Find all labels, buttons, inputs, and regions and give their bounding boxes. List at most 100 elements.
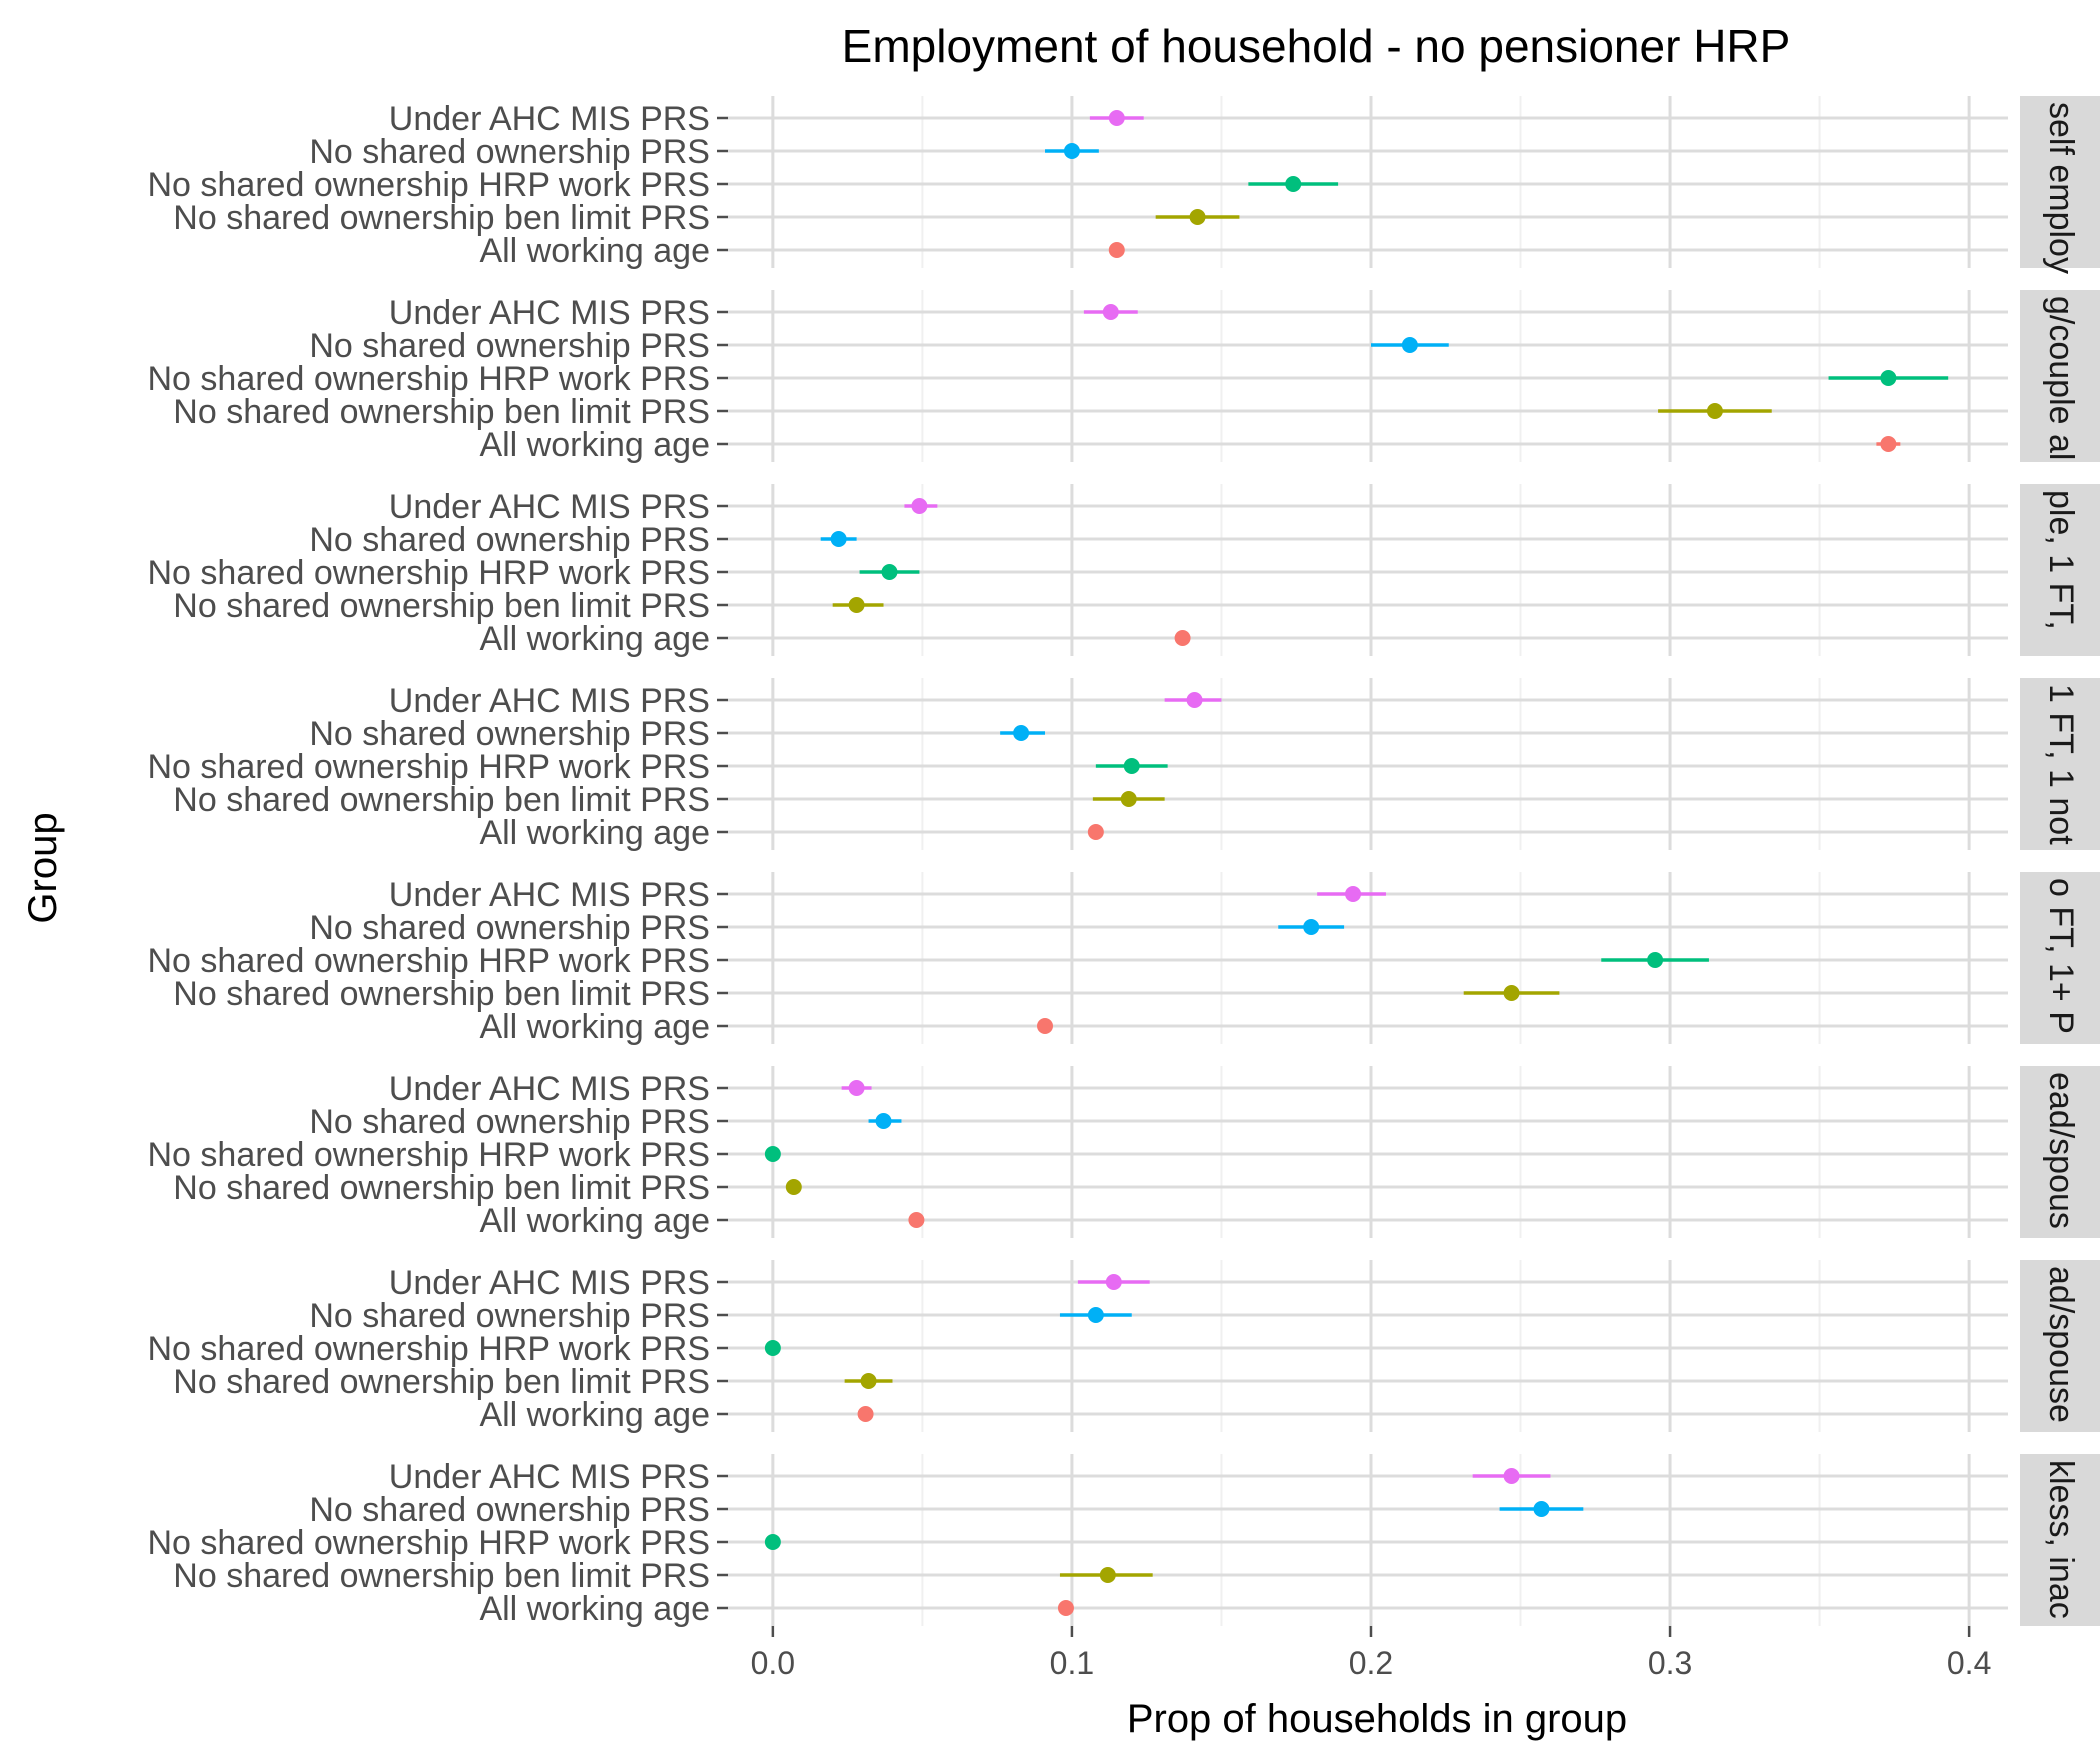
facet-strip <box>2020 872 2100 1044</box>
facet-strip-label: 1 FT, 1 not <box>2042 684 2080 845</box>
y-tick-label: No shared ownership ben limit PRS <box>173 1557 710 1595</box>
data-point <box>860 1373 877 1389</box>
facet-strip-label: self employ <box>2042 102 2080 274</box>
y-tick-label: All working age <box>479 232 710 270</box>
y-tick-label: No shared ownership HRP work PRS <box>148 1136 711 1174</box>
panel-background <box>728 96 2008 268</box>
data-point <box>1401 337 1418 353</box>
data-point <box>1303 919 1320 935</box>
panel-background <box>728 484 2008 656</box>
y-tick-label: No shared ownership HRP work PRS <box>148 554 711 592</box>
data-point <box>830 531 847 547</box>
y-tick-label: No shared ownership PRS <box>309 1103 710 1141</box>
x-axis-title: Prop of households in group <box>1127 1697 1627 1741</box>
panel-background <box>728 1260 2008 1432</box>
data-point <box>1087 824 1104 840</box>
y-tick-label: No shared ownership ben limit PRS <box>173 1363 710 1401</box>
data-point <box>875 1113 892 1129</box>
facet-strip-label: g/couple al <box>2042 296 2080 460</box>
x-tick-label: 0.3 <box>1648 1645 1692 1681</box>
facet-strip <box>2020 678 2100 850</box>
data-point <box>764 1534 781 1550</box>
facet-strip <box>2020 1260 2100 1432</box>
facet-strip-label: ad/spouse <box>2042 1266 2080 1423</box>
data-point <box>1123 758 1140 774</box>
data-point <box>848 1080 865 1096</box>
x-tick-label: 0.2 <box>1349 1645 1393 1681</box>
panel-background <box>728 678 2008 850</box>
data-point <box>764 1146 781 1162</box>
y-tick-label: All working age <box>479 1396 710 1434</box>
data-point <box>1706 403 1723 419</box>
data-point <box>1503 985 1520 1001</box>
x-axis: 0.0 0.1 0.2 0.3 0.4 <box>751 1626 1991 1681</box>
data-point <box>1063 143 1080 159</box>
data-point <box>908 1212 925 1228</box>
y-tick-label: No shared ownership HRP work PRS <box>148 1524 711 1562</box>
x-tick-label: 0.4 <box>1947 1645 1991 1681</box>
y-tick-label: No shared ownership ben limit PRS <box>173 781 710 819</box>
y-tick-label: No shared ownership ben limit PRS <box>173 975 710 1013</box>
y-tick-label: No shared ownership HRP work PRS <box>148 1330 711 1368</box>
y-tick-label: All working age <box>479 814 710 852</box>
y-tick-label: No shared ownership PRS <box>309 133 710 171</box>
data-point <box>1108 110 1125 126</box>
y-tick-label: Under AHC MIS PRS <box>389 876 710 914</box>
facet-strip-label: o FT, 1+ P <box>2042 878 2080 1034</box>
y-tick-label: No shared ownership ben limit PRS <box>173 393 710 431</box>
data-point <box>1037 1018 1054 1034</box>
y-tick-label: Under AHC MIS PRS <box>389 100 710 138</box>
facet-strip <box>2020 1066 2100 1238</box>
data-point <box>1285 176 1302 192</box>
y-tick-label: No shared ownership ben limit PRS <box>173 199 710 237</box>
y-tick-label: All working age <box>479 1590 710 1628</box>
y-tick-label: All working age <box>479 1202 710 1240</box>
y-tick-label: All working age <box>479 1008 710 1046</box>
facet-strip <box>2020 290 2100 462</box>
y-tick-label: No shared ownership PRS <box>309 327 710 365</box>
data-point <box>1345 886 1362 902</box>
y-tick-label: Under AHC MIS PRS <box>389 682 710 720</box>
data-point <box>1880 436 1897 452</box>
panel-background <box>728 290 2008 462</box>
data-point <box>1647 952 1664 968</box>
data-point <box>1057 1600 1074 1616</box>
panel-background <box>728 872 2008 1044</box>
y-tick-label: Under AHC MIS PRS <box>389 1070 710 1108</box>
facet-strip <box>2020 484 2100 656</box>
y-tick-label: No shared ownership ben limit PRS <box>173 1169 710 1207</box>
y-tick-label: No shared ownership HRP work PRS <box>148 748 711 786</box>
data-point <box>1533 1501 1550 1517</box>
facet-strip-label: kless, inac <box>2042 1460 2080 1619</box>
data-point <box>1102 304 1119 320</box>
y-tick-label: Under AHC MIS PRS <box>389 1264 710 1302</box>
facet-strip <box>2020 1454 2100 1626</box>
y-tick-label: No shared ownership HRP work PRS <box>148 166 711 204</box>
data-point <box>785 1179 802 1195</box>
data-point <box>1186 692 1203 708</box>
chart-title: Employment of household - no pensioner H… <box>842 20 1791 72</box>
data-point <box>1189 209 1206 225</box>
y-tick-label: No shared ownership HRP work PRS <box>148 360 711 398</box>
data-point <box>1099 1567 1116 1583</box>
data-point <box>1105 1274 1122 1290</box>
y-tick-label: No shared ownership HRP work PRS <box>148 942 711 980</box>
data-point <box>857 1406 874 1422</box>
facet-strip <box>2020 96 2100 268</box>
panel-background <box>728 1066 2008 1238</box>
facet-strip-label: ead/spous <box>2042 1072 2080 1229</box>
data-point <box>1108 242 1125 258</box>
y-tick-label: No shared ownership PRS <box>309 1491 710 1529</box>
data-point <box>911 498 928 514</box>
data-point <box>881 564 898 580</box>
y-axis-title: Group <box>21 812 65 923</box>
